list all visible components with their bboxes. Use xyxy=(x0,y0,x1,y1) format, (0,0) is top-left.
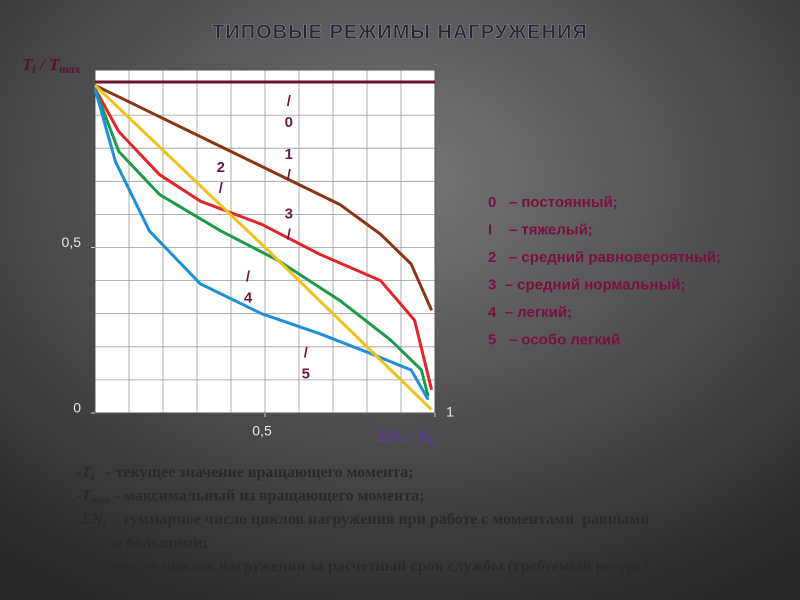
series-line xyxy=(93,88,430,401)
note-symbol: ΣN xyxy=(80,511,104,528)
curve-label: 4 xyxy=(244,289,253,306)
series-line xyxy=(93,84,433,411)
note-lead: - xyxy=(76,464,81,481)
curve-label: / xyxy=(304,344,309,361)
note-text: и большими; xyxy=(81,534,207,551)
note-line: -Ti - текущее значение вращающего момент… xyxy=(76,464,414,483)
note-sub: i xyxy=(91,471,95,483)
curve-label: 1 xyxy=(285,146,293,163)
note-line: -ΣNi - суммарное число циклов нагружения… xyxy=(76,511,650,530)
legend-item: I – тяжелый; xyxy=(488,221,593,238)
series-line xyxy=(94,83,433,311)
x-axis-label-part: k xyxy=(429,434,435,448)
note-lead: - xyxy=(76,511,81,528)
x-tick-label: 1 xyxy=(446,404,454,420)
x-axis-label: ΣNi / Nk xyxy=(376,427,435,448)
note-line: -Tmax - максимальный из вращающего момен… xyxy=(76,487,425,506)
note-lead: - xyxy=(76,487,81,504)
note-text: - максимальный из вращающего момента; xyxy=(111,487,425,504)
curve-label: 0 xyxy=(285,114,293,131)
note-line: - и большими; xyxy=(76,534,208,551)
y-axis-label: Ti / Tmax xyxy=(22,55,81,76)
y-axis-label-part: / T xyxy=(36,55,60,74)
x-axis-label-part: ΣN xyxy=(376,427,401,446)
note-text: - число циклов нагружения за расчетный с… xyxy=(98,558,647,575)
note-sub: i xyxy=(103,518,107,530)
note-symbol: T xyxy=(81,464,92,481)
y-axis-label-part: max xyxy=(59,62,80,76)
x-axis-label-part: i xyxy=(400,434,404,448)
curve-label: / xyxy=(287,93,292,110)
y-tick-label: 0,5 xyxy=(62,234,82,250)
y-tick-label: 0 xyxy=(73,400,81,416)
y-axis-label-part: i xyxy=(32,62,36,76)
legend-item: 0 – постоянный; xyxy=(488,194,618,211)
curve-label: 3 xyxy=(285,205,293,222)
curve-label: / xyxy=(287,226,292,243)
note-sub: max xyxy=(91,494,111,506)
legend-item: 4 – легкий; xyxy=(488,304,572,321)
note-lead: - xyxy=(76,558,81,575)
note-text: - суммарное число циклов нагружения при … xyxy=(106,511,650,528)
note-sub: k xyxy=(93,565,99,577)
series-line xyxy=(93,87,434,391)
curve-label: / xyxy=(219,180,224,197)
x-axis-label-part: / N xyxy=(404,427,430,446)
note-text: - текущее значение вращающего момента; xyxy=(94,464,413,481)
curve-label: / xyxy=(287,167,292,184)
note-line: -Nk - число циклов нагружения за расчетн… xyxy=(76,558,648,577)
note-symbol: N xyxy=(80,558,94,575)
curve-label: 5 xyxy=(302,365,310,382)
curve-label: / xyxy=(246,268,251,285)
y-axis-label-part: T xyxy=(22,55,33,74)
note-lead: - xyxy=(76,534,81,551)
curve-label: 2 xyxy=(217,159,225,176)
x-tick-label: 0,5 xyxy=(252,423,272,439)
legend-item: 3 – средний нормальный; xyxy=(488,276,686,293)
note-symbol: T xyxy=(81,487,92,504)
legend-item: 5 – особо легкий xyxy=(488,331,620,348)
legend-item: 2 – средний равновероятный; xyxy=(488,249,721,266)
slide-title: ТИПОВЫЕ РЕЖИМЫ НАГРУЖЕНИЯ xyxy=(212,21,588,43)
